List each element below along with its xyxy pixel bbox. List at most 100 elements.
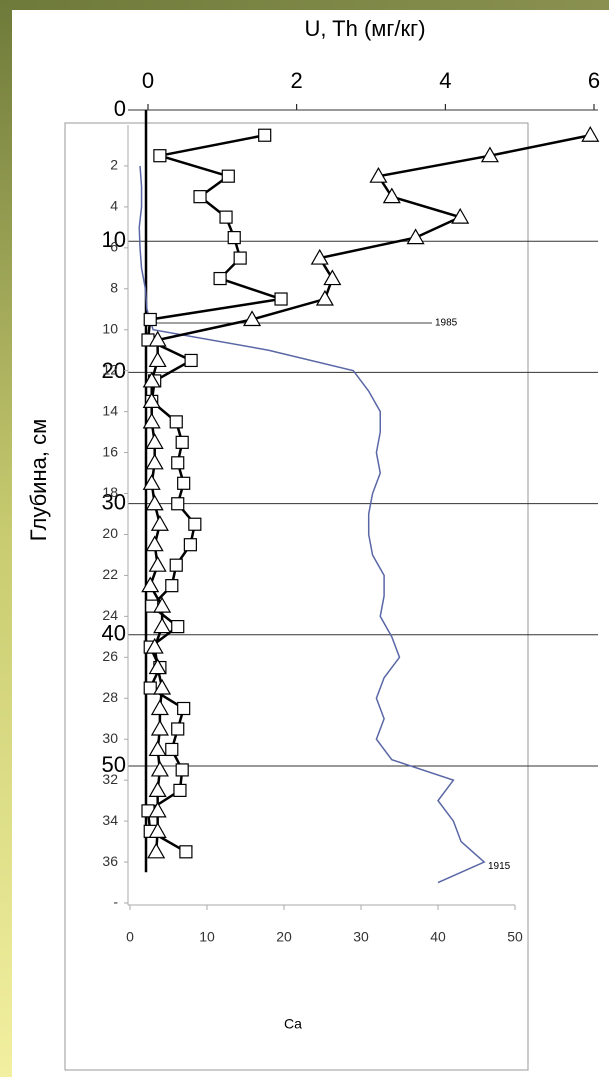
triangle-marker	[145, 453, 164, 470]
triangle-marker	[145, 494, 164, 511]
annotation: 1915	[488, 861, 511, 872]
triangle-marker	[153, 617, 172, 634]
triangle-marker	[150, 515, 169, 531]
y-tick-label: 22	[102, 566, 118, 582]
side-band	[0, 0, 12, 1077]
x-tick-label: 50	[507, 929, 523, 945]
square-marker	[177, 476, 191, 490]
triangle-marker	[141, 576, 160, 593]
y-tick-label: 40	[102, 621, 126, 646]
y-tick-label: -	[113, 894, 118, 910]
ca-line	[138, 165, 486, 884]
x-tick-label: 0	[142, 68, 154, 93]
square-marker	[258, 128, 272, 142]
y-tick-label: 50	[102, 752, 126, 777]
triangle-marker	[148, 801, 167, 818]
y-tick-label: 0	[114, 96, 126, 121]
square-marker	[188, 517, 202, 531]
y-tick-label: 30	[102, 730, 118, 746]
square-marker	[175, 763, 189, 777]
square-marker	[171, 497, 185, 511]
triangle-marker	[142, 371, 161, 388]
triangle-marker	[243, 310, 262, 327]
triangle-marker	[148, 330, 167, 347]
y-tick-label: 6	[110, 239, 118, 255]
x-tick-label: 2	[291, 68, 303, 93]
triangle-marker	[142, 412, 161, 429]
square-marker	[165, 742, 179, 757]
square-marker	[219, 210, 233, 224]
y-tick-label: 24	[102, 607, 118, 623]
top-band	[0, 0, 609, 10]
square-marker	[183, 538, 197, 552]
square-marker	[177, 701, 191, 716]
triangle-marker	[150, 760, 169, 777]
series-line	[148, 134, 591, 852]
y-tick-label: 10	[102, 227, 126, 252]
triangle-marker	[145, 637, 164, 654]
y-tick-label: 18	[102, 484, 118, 500]
annotation: 1985	[435, 318, 458, 329]
y-axis-label: Глубина, см	[26, 419, 51, 541]
square-marker	[227, 231, 241, 245]
triangle-marker	[150, 699, 169, 716]
square-marker	[171, 722, 185, 736]
triangle-marker	[382, 187, 401, 204]
triangle-marker	[310, 248, 329, 265]
chart-title: U, Th (мг/кг)	[304, 16, 425, 41]
y-tick-label: 20	[102, 525, 118, 541]
y-tick-label: 26	[102, 648, 118, 664]
y-tick-label: 30	[102, 489, 126, 514]
square-marker	[213, 271, 227, 286]
triangle-marker	[148, 555, 167, 572]
square-marker	[169, 558, 183, 572]
square-marker	[184, 353, 198, 368]
y-tick-label: 2	[110, 157, 118, 173]
triangle-marker	[148, 658, 167, 675]
triangle-marker	[145, 433, 164, 449]
triangle-marker	[153, 678, 172, 695]
y-tick-label: 28	[102, 689, 118, 705]
triangle-marker	[142, 392, 161, 408]
triangle-marker	[148, 351, 167, 368]
x-tick-label: 40	[430, 929, 446, 945]
y-tick-label: 14	[102, 402, 118, 418]
triangle-marker	[323, 269, 342, 286]
x-tick-label: 0	[126, 929, 134, 945]
triangle-marker	[315, 289, 334, 306]
triangle-marker	[406, 228, 425, 245]
y-tick-label: 34	[102, 812, 118, 828]
triangle-marker	[145, 535, 164, 552]
square-marker	[143, 681, 157, 695]
x-axis-label: Ca	[284, 1016, 302, 1032]
triangle-marker	[148, 740, 167, 757]
square-marker	[165, 579, 179, 593]
triangle-marker	[153, 596, 172, 613]
y-tick-label: 10	[102, 320, 118, 336]
triangle-marker	[142, 474, 161, 490]
inner-frame	[64, 122, 529, 1071]
square-marker	[179, 845, 193, 859]
triangle-marker	[148, 781, 167, 797]
square-marker	[171, 456, 185, 470]
triangle-marker	[480, 146, 499, 163]
x-tick-label: 10	[199, 929, 215, 945]
triangle-marker	[581, 126, 600, 142]
square-marker	[193, 190, 207, 204]
square-marker	[274, 292, 288, 306]
y-tick-label: 12	[102, 361, 118, 377]
x-tick-label: 4	[439, 68, 451, 93]
y-tick-label: 32	[102, 771, 118, 787]
square-marker	[153, 149, 167, 163]
square-marker	[173, 783, 187, 797]
square-marker	[169, 415, 183, 429]
triangle-marker	[451, 207, 470, 224]
x-tick-label: 20	[276, 929, 292, 945]
y-tick-label: 36	[102, 853, 118, 869]
square-marker	[175, 435, 189, 449]
y-tick-label: 16	[102, 443, 118, 459]
square-marker	[233, 251, 247, 265]
y-tick-label: 8	[110, 279, 118, 295]
